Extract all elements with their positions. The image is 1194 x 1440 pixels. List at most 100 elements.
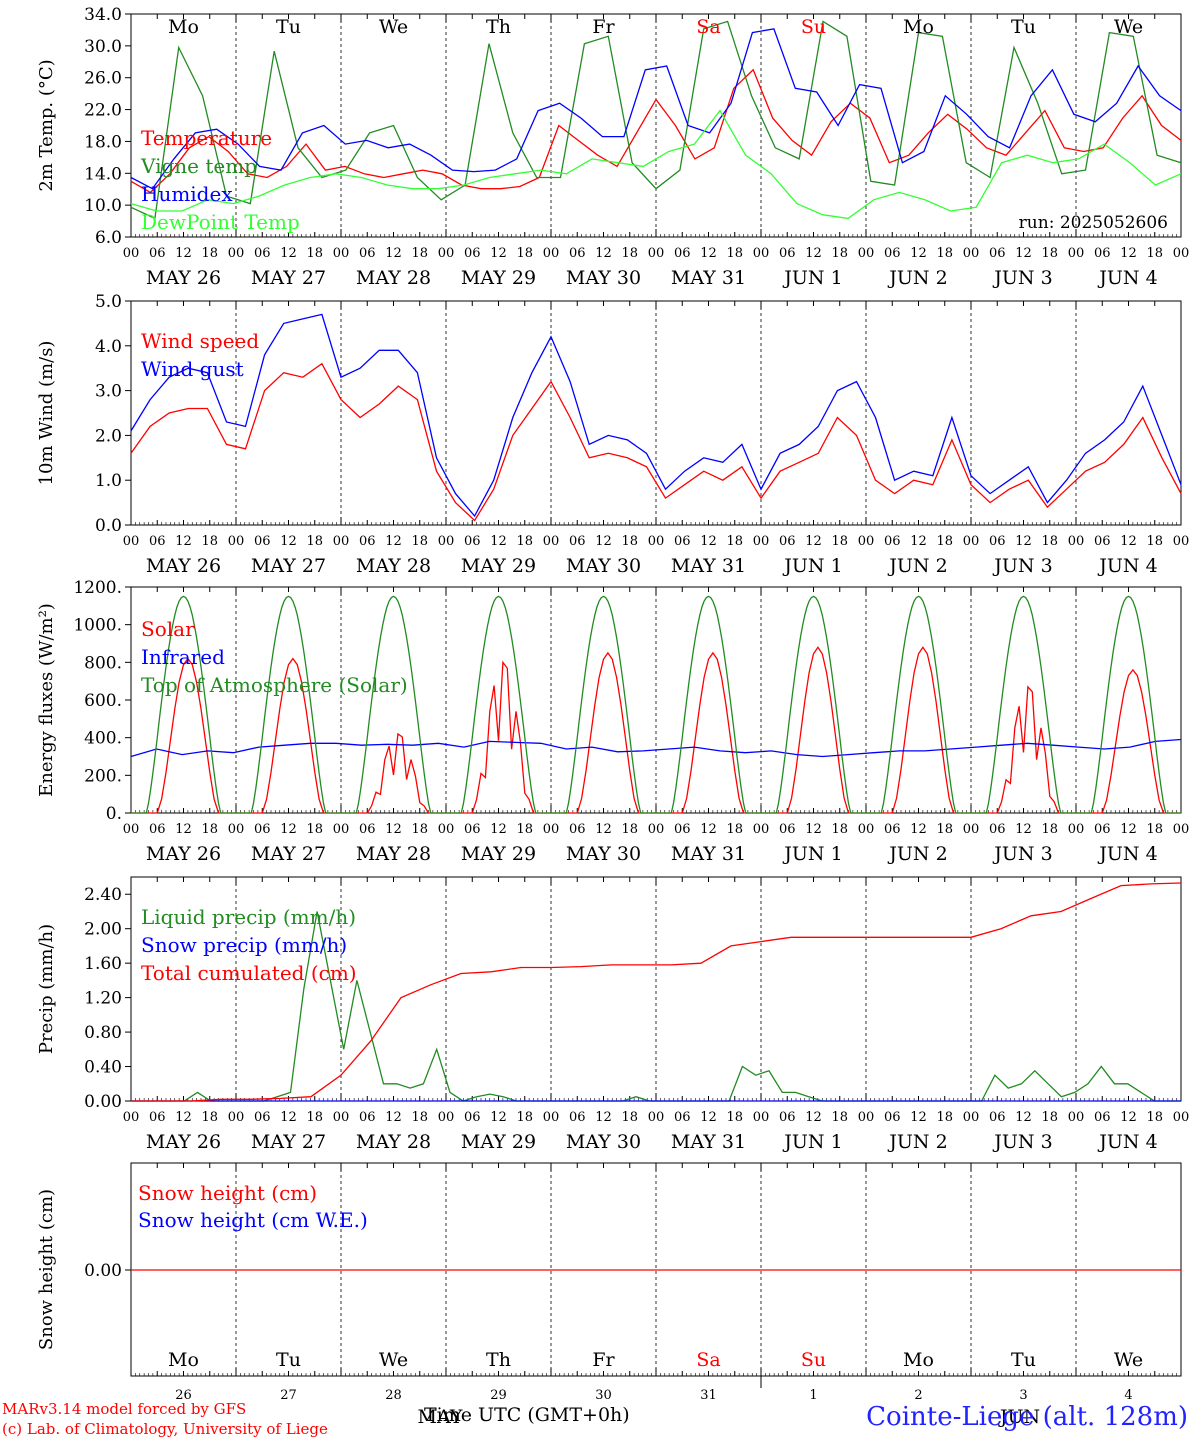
hour-label: 12 [1120, 822, 1137, 837]
hour-label: 12 [1015, 534, 1032, 549]
date-label: MAY 30 [566, 843, 641, 865]
hour-label: 00 [1068, 534, 1085, 549]
hour-label: 18 [726, 534, 743, 549]
date-label: JUN 2 [887, 267, 947, 289]
hour-label: 18 [936, 822, 953, 837]
weekday-label: Fr [592, 16, 615, 38]
hour-label: 00 [438, 1110, 455, 1125]
hour-label: 12 [175, 822, 192, 837]
hour-label: 06 [254, 246, 271, 261]
date-label: MAY 30 [566, 1131, 641, 1153]
hour-label: 00 [1068, 1110, 1085, 1125]
y-tick-label: 0. [106, 804, 122, 824]
hour-label: 12 [910, 534, 927, 549]
hour-label: 06 [359, 822, 376, 837]
date-label: JUN 3 [992, 1131, 1052, 1153]
hour-label: 18 [1041, 1110, 1058, 1125]
hour-label: 18 [936, 534, 953, 549]
hour-label: 18 [1041, 534, 1058, 549]
hour-label: 12 [1015, 1110, 1032, 1125]
series-line-top-of-atmosphere-solar [131, 595, 1181, 814]
y-tick-label: 1.60 [84, 954, 122, 974]
hour-label: 18 [621, 822, 638, 837]
date-label: JUN 2 [887, 843, 947, 865]
hour-label: 06 [989, 822, 1006, 837]
hour-label: 00 [228, 534, 245, 549]
weekday-label: Fr [592, 1349, 615, 1371]
hour-label: 06 [149, 1110, 166, 1125]
y-tick-label: 2.00 [84, 920, 122, 940]
hour-label: 12 [595, 246, 612, 261]
hour-label: 18 [621, 534, 638, 549]
hour-label: 12 [595, 822, 612, 837]
date-label: MAY 31 [671, 267, 746, 289]
hour-label: 12 [490, 246, 507, 261]
y-tick-label: 1.0 [95, 471, 122, 491]
weekday-label: Su [801, 16, 826, 38]
hour-label: 12 [385, 822, 402, 837]
date-label: MAY 28 [356, 267, 431, 289]
hour-label: 06 [989, 246, 1006, 261]
hour-label: 12 [700, 246, 717, 261]
hour-label: 18 [936, 246, 953, 261]
hour-label: 12 [280, 534, 297, 549]
hour-label: 18 [726, 1110, 743, 1125]
hour-label: 06 [989, 534, 1006, 549]
y-axis-label: Energy fluxes (W/m²) [36, 603, 57, 797]
date-label: MAY 29 [461, 267, 536, 289]
hour-label: 00 [543, 1110, 560, 1125]
series-line-wind-speed [130, 362, 1182, 522]
hour-label: 00 [543, 534, 560, 549]
y-tick-label: 4.0 [95, 337, 122, 357]
date-label: MAY 28 [356, 1131, 431, 1153]
hour-label: 00 [963, 822, 980, 837]
hour-label: 00 [753, 822, 770, 837]
date-label: MAY 27 [251, 843, 326, 865]
hour-label: 06 [569, 246, 586, 261]
hour-label: 12 [805, 822, 822, 837]
hour-label: 18 [411, 1110, 428, 1125]
weekday-label: We [379, 16, 408, 38]
legend-label: Vigne temp [140, 154, 257, 178]
weekday-label: Tu [276, 1349, 301, 1371]
hour-label: 18 [306, 822, 323, 837]
y-tick-label: 0.00 [84, 1261, 122, 1281]
y-tick-label: 1.20 [84, 989, 122, 1009]
hour-label: 12 [1015, 822, 1032, 837]
date-label: JUN 1 [782, 267, 842, 289]
hour-label: 00 [963, 1110, 980, 1125]
legend-label: DewPoint Temp [141, 210, 300, 234]
date-label: JUN 1 [782, 1131, 842, 1153]
hour-label: 06 [674, 534, 691, 549]
hour-label: 06 [884, 534, 901, 549]
hour-label: 00 [1173, 1110, 1190, 1125]
hour-label: 00 [648, 1110, 665, 1125]
date-label: JUN 1 [782, 843, 842, 865]
date-label: MAY 26 [146, 843, 221, 865]
date-label: MAY 29 [461, 1131, 536, 1153]
date-label: MAY 31 [671, 555, 746, 577]
hour-label: 06 [884, 822, 901, 837]
hour-label: 12 [805, 534, 822, 549]
model-credit: MARv3.14 model forced by GFS [2, 1400, 247, 1418]
hour-label: 06 [884, 246, 901, 261]
hour-label: 00 [333, 1110, 350, 1125]
hour-label: 06 [464, 1110, 481, 1125]
date-label: JUN 3 [992, 555, 1052, 577]
legend-label: Temperature [141, 126, 272, 150]
hour-label: 06 [149, 822, 166, 837]
date-label: MAY 27 [251, 267, 326, 289]
hour-label: 00 [963, 534, 980, 549]
date-label: MAY 28 [356, 555, 431, 577]
hour-label: 00 [753, 246, 770, 261]
weekday-label: Sa [696, 1349, 720, 1371]
hour-label: 12 [595, 534, 612, 549]
hour-label: 12 [490, 1110, 507, 1125]
hour-label: 06 [884, 1110, 901, 1125]
hour-label: 00 [1173, 246, 1190, 261]
hour-label: 00 [753, 1110, 770, 1125]
y-tick-label: 200. [84, 766, 122, 786]
hour-label: 06 [779, 534, 796, 549]
hour-label: 12 [1015, 246, 1032, 261]
hour-label: 18 [831, 1110, 848, 1125]
